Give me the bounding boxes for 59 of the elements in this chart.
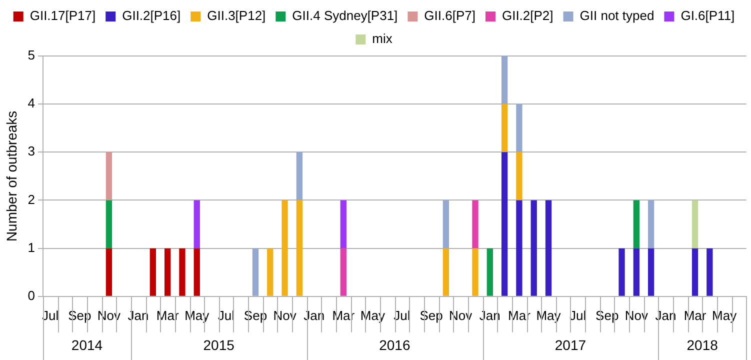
bar xyxy=(633,200,640,248)
y-tick-label: 5 xyxy=(28,48,36,63)
bar xyxy=(442,248,450,296)
legend-label: mix xyxy=(372,31,393,46)
bar xyxy=(194,248,200,296)
bar xyxy=(530,200,537,296)
text: 2018 xyxy=(686,336,718,353)
bar xyxy=(501,56,508,104)
text: 2016 xyxy=(379,336,410,353)
legend-label: GII.2[P2] xyxy=(502,8,554,24)
bar xyxy=(106,248,112,296)
legend-label: GII.17[P17] xyxy=(30,8,96,24)
bar xyxy=(106,200,112,248)
legend-label: GII.4 Sydney[P31] xyxy=(292,8,398,24)
x-tick-label: Mar xyxy=(684,308,707,323)
bar xyxy=(501,104,508,152)
bar xyxy=(252,248,259,296)
bar xyxy=(618,248,625,296)
bar xyxy=(296,152,303,200)
bar xyxy=(106,152,112,200)
bar xyxy=(648,248,654,296)
bar xyxy=(516,152,522,200)
y-tick-label: 2 xyxy=(28,192,36,207)
bar xyxy=(164,248,171,296)
bar xyxy=(282,200,288,296)
bar xyxy=(179,248,186,296)
bar xyxy=(706,248,713,296)
text: 2017 xyxy=(554,336,586,353)
y-tick-label: 0 xyxy=(28,288,36,303)
bar xyxy=(633,248,640,296)
y-axis-title: Number of outbreaks xyxy=(3,110,20,242)
text: 2015 xyxy=(203,336,235,353)
bar xyxy=(340,200,346,248)
y-tick-label: 3 xyxy=(28,144,36,159)
bar xyxy=(194,200,200,248)
bar xyxy=(340,248,346,296)
bar xyxy=(150,248,156,296)
bar xyxy=(486,248,493,296)
y-tick-label: 1 xyxy=(28,240,36,255)
bar xyxy=(501,152,508,296)
legend-label: GII not typed xyxy=(580,8,654,24)
legend-label: GI.6[P11] xyxy=(680,8,735,24)
bar xyxy=(442,200,450,248)
x-tick-label: Jul xyxy=(42,308,59,323)
bar xyxy=(267,248,274,296)
bar xyxy=(516,104,522,152)
legend-label: GII.3[P12] xyxy=(207,8,266,24)
bar xyxy=(692,248,698,296)
bar xyxy=(296,200,303,296)
bar xyxy=(545,200,552,296)
bar xyxy=(692,200,698,248)
bar xyxy=(472,248,478,296)
legend-label: GII.6[P7] xyxy=(424,8,476,24)
bar xyxy=(516,200,522,296)
bar xyxy=(472,200,478,248)
legend-label: GII.2[P16] xyxy=(122,8,181,24)
y-tick-label: 4 xyxy=(28,96,36,111)
bar xyxy=(648,200,654,248)
text: 2014 xyxy=(71,336,103,353)
